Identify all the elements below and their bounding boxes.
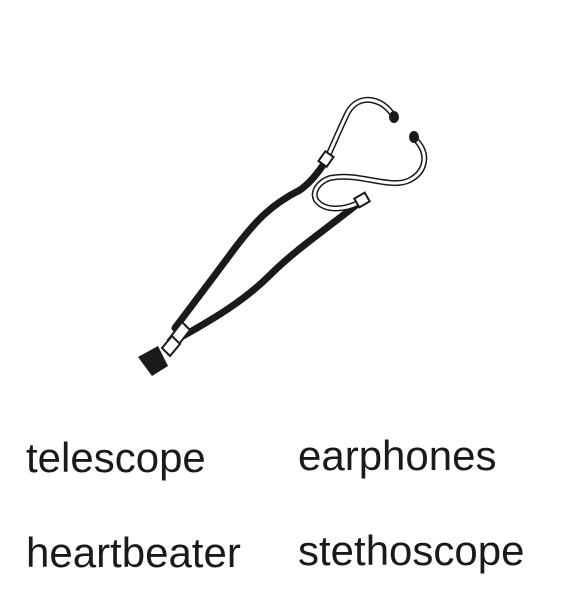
- chest-piece: [138, 346, 168, 376]
- left-earpiece: [389, 111, 399, 123]
- left-binaural: [322, 96, 396, 165]
- stethoscope-illustration: [138, 96, 428, 376]
- left-tube: [171, 158, 329, 332]
- left-connector: [317, 149, 335, 169]
- right-connector: [352, 191, 372, 209]
- right-tube: [179, 198, 364, 340]
- option-earphones[interactable]: earphones: [298, 432, 497, 479]
- option-stethoscope[interactable]: stethoscope: [298, 527, 525, 574]
- stethoscope-icon: [138, 96, 428, 376]
- option-telescope[interactable]: telescope: [26, 434, 206, 481]
- right-earpiece: [409, 131, 419, 143]
- option-heartbeater[interactable]: heartbeater: [26, 529, 241, 576]
